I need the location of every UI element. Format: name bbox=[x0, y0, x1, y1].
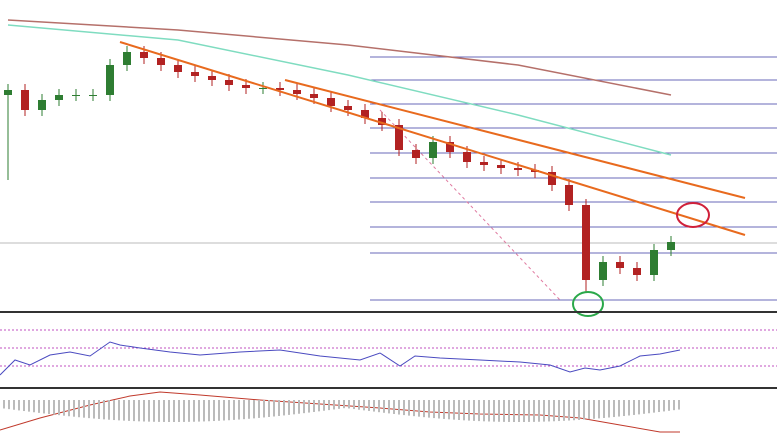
candle-body bbox=[157, 58, 165, 65]
moving-average bbox=[7, 19, 672, 96]
candle-body bbox=[123, 52, 131, 65]
candle-body bbox=[259, 88, 267, 89]
candle-body bbox=[361, 110, 369, 118]
candle-body bbox=[395, 125, 403, 150]
candle-body bbox=[4, 90, 12, 95]
candle-body bbox=[616, 262, 624, 268]
projection-line bbox=[379, 109, 561, 301]
highlight-circle bbox=[676, 202, 710, 228]
candle-body bbox=[667, 242, 675, 250]
candle-body bbox=[599, 262, 607, 280]
candle-body bbox=[293, 90, 301, 94]
candle-body bbox=[650, 250, 658, 275]
candle-body bbox=[514, 168, 522, 170]
candle-body bbox=[565, 185, 573, 205]
candle-body bbox=[276, 88, 284, 90]
candle-body bbox=[140, 52, 148, 58]
highlight-circle bbox=[572, 291, 604, 317]
trend-line bbox=[119, 41, 746, 236]
candle-body bbox=[106, 65, 114, 95]
candle-body bbox=[429, 142, 437, 158]
candle-body bbox=[344, 106, 352, 110]
candle-body bbox=[412, 150, 420, 158]
candle-body bbox=[38, 100, 46, 110]
candle-body bbox=[378, 118, 386, 125]
candle-body bbox=[327, 98, 335, 106]
candle-body bbox=[463, 152, 471, 162]
candle-body bbox=[310, 94, 318, 98]
plot-area bbox=[4, 19, 675, 292]
candle-body bbox=[208, 76, 216, 80]
candle-body bbox=[497, 165, 505, 168]
candle-body bbox=[225, 80, 233, 85]
rsi-line bbox=[0, 341, 681, 376]
candle-body bbox=[174, 65, 182, 72]
candle-body bbox=[548, 172, 556, 185]
trend-line bbox=[284, 79, 746, 199]
candle-body bbox=[55, 95, 63, 100]
candle-body bbox=[21, 90, 29, 110]
candle-body bbox=[242, 85, 250, 88]
candle-body bbox=[582, 205, 590, 280]
candle-body bbox=[446, 142, 454, 152]
rsi-pane bbox=[0, 329, 777, 389]
candle-body bbox=[480, 162, 488, 165]
macd-pane bbox=[0, 391, 680, 433]
candle-body bbox=[72, 95, 80, 96]
candle-body bbox=[191, 72, 199, 76]
fib-levels bbox=[370, 56, 777, 301]
candle-body bbox=[633, 268, 641, 275]
moving-average bbox=[7, 24, 672, 156]
candle-body bbox=[89, 95, 97, 96]
